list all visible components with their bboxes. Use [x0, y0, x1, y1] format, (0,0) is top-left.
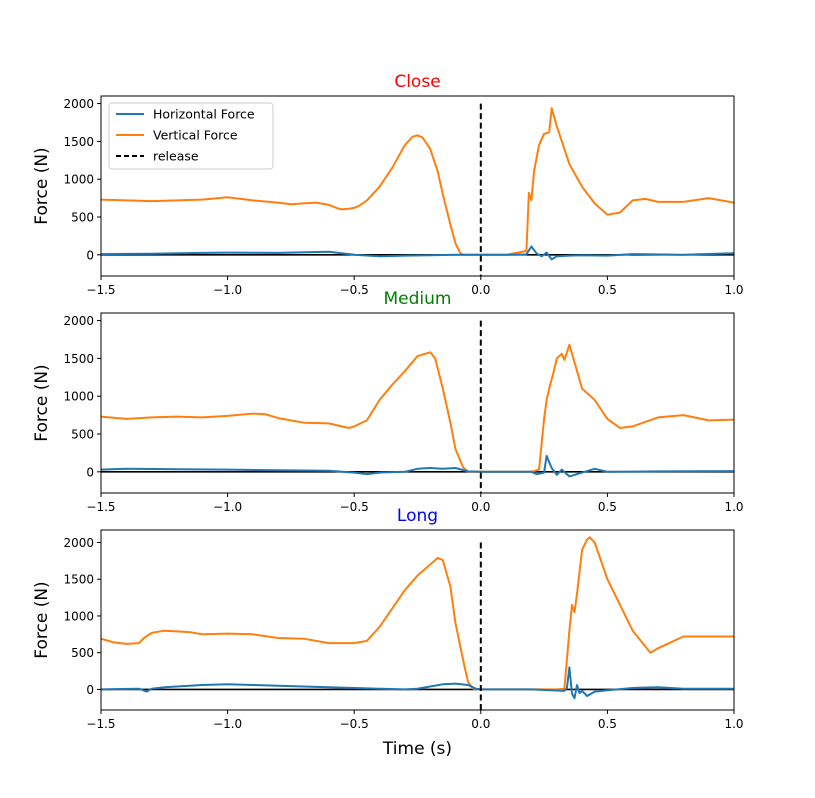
y-tick-label: 1000 [63, 173, 94, 187]
y-tick-label: 1000 [63, 390, 94, 404]
horizontal-force-line [101, 454, 734, 478]
y-tick-label: 1500 [63, 573, 94, 587]
y-tick-label: 0 [86, 248, 94, 262]
x-tick-label: 0.0 [471, 717, 490, 731]
x-tick-label: 0.5 [598, 283, 617, 297]
y-tick-label: 0 [86, 465, 94, 479]
x-tick-label: 0.5 [598, 717, 617, 731]
y-tick-label: 1500 [63, 352, 94, 366]
y-tick-label: 1000 [63, 609, 94, 623]
x-tick-label: 1.0 [724, 500, 743, 514]
vertical-force-line [101, 536, 734, 691]
subplot-close: −1.5 −1.0 −0.5 0.0 0.5 1.0 0 500 1000 1500 2000 Clo… [32, 72, 744, 297]
y-tick-label: 500 [71, 646, 94, 660]
legend-label: release [153, 149, 199, 164]
y-tick-label: 2000 [63, 97, 94, 111]
panel-title: Long [397, 506, 438, 526]
x-tick-label: −1.0 [213, 283, 242, 297]
legend: Horizontal Force Vertical Force release [108, 102, 274, 170]
y-tick-label: 500 [71, 211, 94, 225]
x-tick-label: 1.0 [724, 283, 743, 297]
vertical-force-line [101, 107, 734, 256]
legend-box [108, 102, 274, 170]
x-tick-label: −1.0 [213, 717, 242, 731]
horizontal-force-line [101, 245, 734, 261]
subplot-long: −1.5 −1.0 −0.5 0.0 0.5 1.0 0 500 1000 1500 2000 Lon… [32, 506, 744, 759]
x-tick-label: −0.5 [340, 717, 369, 731]
y-tick-label: 2000 [63, 536, 94, 550]
x-tick-label: −0.5 [340, 500, 369, 514]
x-tick-label: 1.0 [724, 717, 743, 731]
x-tick-label: −0.5 [340, 283, 369, 297]
vertical-force-line [101, 343, 734, 473]
x-tick-label: −1.5 [86, 717, 115, 731]
axes-frame [100, 95, 735, 277]
x-tick-label: −1.5 [86, 500, 115, 514]
y-tick-label: 2000 [63, 314, 94, 328]
axes-frame [100, 529, 735, 711]
x-tick-label: −1.0 [213, 500, 242, 514]
y-tick-label: 1500 [63, 135, 94, 149]
y-axis-label: Force (N) [32, 581, 52, 658]
y-axis-label: Force (N) [32, 147, 52, 224]
subplot-medium: −1.5 −1.0 −0.5 0.0 0.5 1.0 0 500 1000 1500 2000 Med… [32, 289, 744, 514]
x-tick-label: −1.5 [86, 283, 115, 297]
x-tick-label: 0.5 [598, 500, 617, 514]
axes-frame [100, 312, 735, 494]
x-axis-label: Time (s) [382, 739, 452, 759]
legend-label: Horizontal Force [153, 107, 255, 122]
legend-label: Vertical Force [153, 128, 238, 143]
y-axis-label: Force (N) [32, 364, 52, 441]
x-tick-label: 0.0 [471, 283, 490, 297]
y-tick-label: 0 [86, 683, 94, 697]
y-tick-label: 500 [71, 428, 94, 442]
panel-title: Close [394, 72, 440, 92]
x-tick-label: 0.0 [471, 500, 490, 514]
panel-title: Medium [384, 289, 452, 309]
horizontal-force-line [101, 666, 734, 700]
